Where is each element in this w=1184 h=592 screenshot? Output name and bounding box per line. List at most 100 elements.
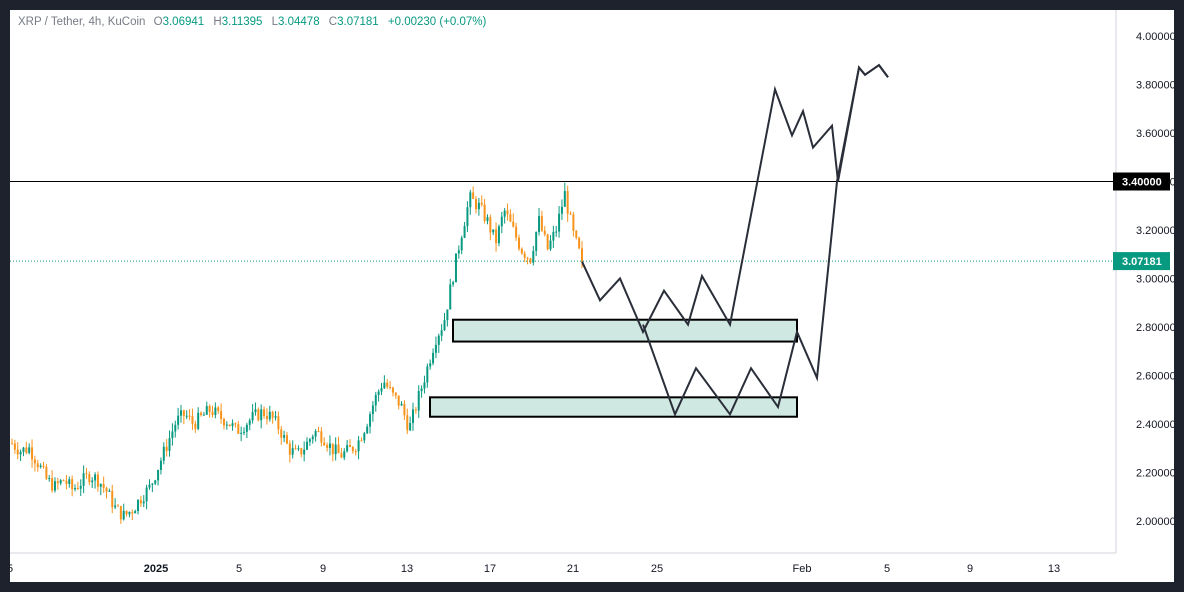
candle-body (492, 229, 495, 233)
candle-body (452, 282, 455, 285)
candle-body (326, 445, 329, 448)
candle-body (177, 415, 180, 425)
candle-body (520, 248, 523, 254)
y-tick-label: 3.20000 (1136, 225, 1174, 237)
candle-body (503, 210, 506, 217)
candle-body (457, 250, 460, 254)
candle-body (432, 352, 435, 364)
candle-body (434, 344, 437, 353)
candle-body (495, 229, 498, 244)
candle-body (128, 511, 131, 515)
candle-body (13, 443, 16, 450)
candle-body (202, 414, 205, 416)
candle-body (131, 511, 134, 514)
candle-body (240, 432, 243, 434)
candle-body (154, 480, 157, 484)
candle-body (563, 191, 566, 207)
candle-body (36, 463, 39, 468)
candle-body (162, 446, 165, 461)
close-label: C (328, 16, 338, 28)
candle-body (317, 431, 320, 433)
candle-body (560, 206, 563, 214)
candle-body (182, 410, 185, 416)
x-tick-label: 21 (567, 563, 579, 575)
low-label: L (271, 16, 279, 28)
candle-body (412, 409, 415, 424)
candle-body (11, 443, 13, 445)
candle-body (265, 416, 268, 420)
x-tick-label: 13 (1048, 563, 1060, 575)
change-value: +0.00230 (+0.07%) (387, 16, 487, 28)
candle-body (116, 505, 119, 507)
candle-body (91, 480, 94, 483)
candle-body (45, 466, 48, 479)
x-tick-label: 9 (967, 563, 973, 575)
candle-body (228, 424, 231, 427)
candle-body (383, 382, 386, 389)
candle-body (308, 439, 311, 442)
candle-body (400, 403, 403, 406)
candle-body (243, 431, 246, 433)
candle-body (497, 226, 500, 244)
candle-body (343, 451, 346, 458)
candle-body (386, 382, 389, 387)
candle-body (303, 449, 306, 455)
candle-body (148, 484, 151, 488)
candle-body (225, 424, 228, 426)
candle-body (443, 320, 446, 331)
candle-body (74, 488, 77, 490)
candle-body (403, 403, 406, 416)
symbol-label: XRP / Tether, 4h, KuCoin (18, 16, 146, 28)
x-tick-label: 5 (884, 563, 890, 575)
candle-body (366, 426, 369, 434)
candle-body (59, 480, 62, 484)
candle-body (139, 499, 142, 504)
candle-body (543, 230, 546, 235)
candle-body (515, 226, 518, 238)
candle-body (500, 216, 503, 227)
candle-body (25, 447, 28, 453)
candle-body (423, 382, 426, 389)
candle-body (277, 416, 280, 430)
candle-body (578, 237, 581, 249)
candle-body (53, 481, 56, 491)
candle-body (371, 405, 374, 415)
low-value: 3.04478 (278, 16, 320, 28)
candle-body (291, 448, 294, 455)
candle-body (280, 429, 283, 438)
high-value: 3.11395 (221, 16, 263, 28)
candle-body (19, 451, 22, 455)
candle-body (440, 330, 443, 336)
candle-body (506, 210, 509, 215)
candle-body (454, 253, 457, 283)
candle-body (581, 248, 583, 262)
x-tick-label: 17 (484, 563, 496, 575)
candle-body (397, 395, 400, 406)
candle-body (526, 257, 529, 259)
candle-body (179, 410, 182, 416)
candle-body (119, 506, 122, 520)
candle-body (380, 388, 383, 392)
support-zone (429, 396, 798, 418)
candle-body (191, 416, 194, 424)
candle-body (48, 478, 51, 480)
candle-body (251, 412, 254, 421)
candle-body (142, 501, 145, 504)
candle-body (185, 415, 188, 417)
price-chart[interactable]: 2.00000 2.20000 2.40000 2.60000 2.80000 3.000… (10, 10, 1174, 582)
candle-body (271, 411, 274, 418)
candle-body (79, 485, 82, 489)
candle-body (377, 391, 380, 395)
candle-body (420, 388, 423, 392)
x-tick-label: 5 (236, 563, 242, 575)
candle-body (134, 510, 137, 514)
candle-body (360, 440, 363, 442)
y-tick-label: 2.20000 (1136, 468, 1174, 480)
candle-body (257, 409, 260, 421)
candle-body (288, 443, 291, 455)
candle-body (297, 448, 300, 450)
candle-body (222, 418, 225, 426)
candle-body (552, 231, 555, 241)
candle-body (475, 198, 478, 210)
candle-body (245, 424, 248, 432)
